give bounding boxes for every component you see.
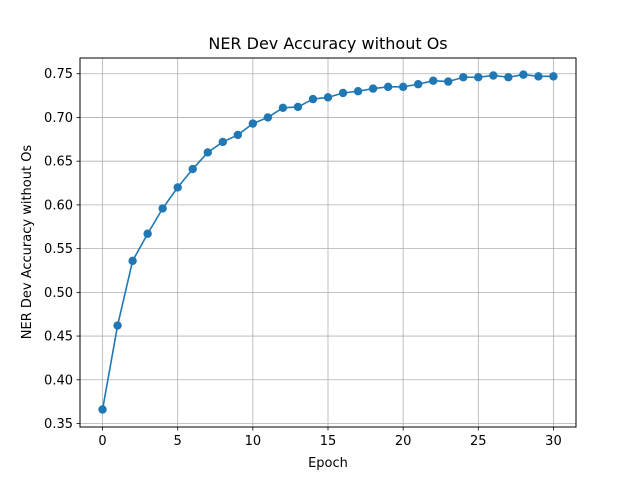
y-axis-ticks: 0.35 0.40 0.45 0.50 0.55 0.60 0.65 0.70 0.75: [44, 67, 80, 432]
data-point: [203, 148, 212, 157]
data-point: [233, 130, 243, 140]
y-tick-label: 0.45: [44, 330, 73, 345]
data-point: [353, 87, 363, 96]
x-tick-label: 10: [245, 434, 262, 449]
grid-lines: [80, 58, 576, 427]
x-tick-label: 25: [470, 434, 487, 449]
y-tick-label: 0.40: [44, 373, 73, 388]
x-tick-label: 30: [545, 434, 562, 449]
data-point: [444, 77, 453, 86]
data-point: [128, 256, 137, 266]
data-point: [263, 113, 273, 122]
data-point: [459, 73, 468, 82]
data-point: [519, 70, 528, 79]
x-tick-label: 20: [395, 434, 412, 449]
data-point: [308, 94, 318, 104]
data-point: [534, 72, 543, 81]
data-series: [98, 70, 558, 414]
data-point: [293, 102, 303, 112]
y-tick-label: 0.70: [44, 111, 73, 126]
data-point: [413, 80, 423, 89]
x-axis-ticks: 0 5 10 15 20 25 30: [98, 427, 562, 449]
data-point: [383, 82, 393, 92]
y-tick-label: 0.35: [44, 417, 73, 432]
data-point: [173, 183, 182, 192]
x-tick-label: 15: [320, 434, 337, 449]
data-point: [98, 405, 107, 414]
y-axis-label: NER Dev Accuracy without Os: [20, 145, 35, 340]
data-point: [398, 82, 408, 92]
x-tick-label: 5: [174, 434, 182, 449]
data-point: [549, 72, 558, 81]
data-point: [248, 119, 258, 128]
data-point: [158, 204, 167, 213]
y-tick-label: 0.75: [44, 67, 73, 82]
chart-title: NER Dev Accuracy without Os: [208, 34, 447, 53]
data-point: [218, 137, 227, 147]
data-point: [143, 229, 152, 238]
x-tick-label: 0: [98, 434, 106, 449]
y-tick-label: 0.60: [44, 198, 73, 213]
data-point: [489, 71, 498, 80]
data-point: [188, 164, 197, 174]
data-point: [278, 103, 288, 113]
data-point: [368, 84, 378, 93]
data-point: [113, 321, 122, 330]
data-point: [323, 93, 333, 102]
y-tick-label: 0.55: [44, 242, 73, 257]
data-point: [474, 73, 483, 82]
x-axis-label: Epoch: [308, 456, 348, 471]
y-tick-label: 0.50: [44, 286, 73, 301]
data-point: [504, 73, 513, 82]
data-point: [429, 76, 438, 85]
data-point: [338, 88, 348, 98]
y-tick-label: 0.65: [44, 155, 73, 170]
